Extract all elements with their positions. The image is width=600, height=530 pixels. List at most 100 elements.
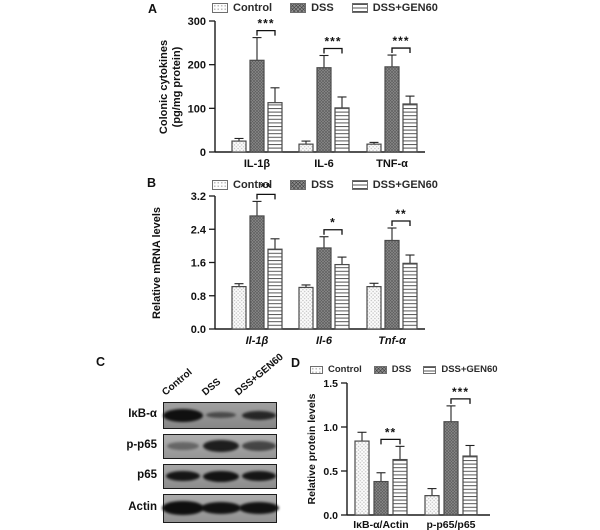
panel-b-letter: B [147,176,157,190]
bar-Control-IκB-α/Actin [354,440,370,516]
legend-panel-b: Control DSS DSS+GEN60 [212,179,438,191]
legend-swatch-crosshatch-icon [290,3,307,13]
legend-item: Control [212,2,272,14]
blot-image-IκB-α [163,402,277,429]
panel-d-chart: 0.0 0.5 1.0 1.5 Relative protein levels IκB-α… [300,352,600,530]
protein-band [242,441,276,451]
category-label: Il-1β [246,335,269,347]
panel-a-chart: 0 100 200 300 Colonic cytokines (pg/mg protei… [140,0,485,170]
protein-band [201,502,241,514]
significance-stars: *** [392,34,409,48]
protein-band [162,501,204,515]
legend-item: DSS [290,179,334,191]
category-label: IκB-α/Actin [353,519,408,530]
legend-label: DSS [311,2,334,14]
legend-label: DSS [311,179,334,191]
chart-svg-b: 0.0 0.8 1.6 2.4 3.2 Relative mRNA levels Il-1β… [151,180,425,347]
bar-DSS+GEN60-Tnf-α [402,262,418,330]
y-tick-label: 2.4 [191,224,207,236]
legend-panel-d: Control DSS DSS+GEN60 [310,364,498,375]
y-axis-title: Relative mRNA levels [151,207,163,319]
bar-DSS-Il-6 [316,247,332,330]
legend-swatch-dots-icon [310,365,323,374]
legend-item: Control [310,364,362,375]
legend-label: Control [233,2,273,14]
legend-swatch-dots-icon [212,3,228,13]
legend-item: DSS+GEN60 [351,179,438,191]
y-tick-label: 3.2 [191,191,206,203]
blot-row-label: p-p65 [126,438,157,451]
legend-item: DSS+GEN60 [351,2,438,14]
significance-stars: *** [452,385,469,399]
bar-DSS-Il-1β [249,215,265,330]
significance-stars: *** [324,34,341,48]
blot-image-Actin [162,494,279,523]
legend-item: Control [212,179,272,191]
significance-bracket [256,193,276,200]
significance-stars: *** [257,17,274,31]
blot-image-p65 [163,464,277,489]
y-axis-title: Relative protein levels [306,393,318,504]
legend-label: DSS+GEN60 [441,364,498,375]
legend-label: DSS+GEN60 [372,179,438,191]
legend-swatch-hlines-icon [351,3,368,13]
bar-Control-IL-6 [298,143,314,153]
y-tick-label: 1.5 [323,378,338,390]
legend-label: DSS [391,364,412,375]
bar-DSS+GEN60-IL-1β [267,102,283,153]
bar-DSS-IL-1β [249,59,265,153]
chart-svg-a: 0 100 200 300 Colonic cytokines (pg/mg protei… [158,16,425,170]
category-label: p-p65/p65 [426,519,475,530]
legend-item: DSS [373,364,412,375]
y-tick-label: 1.6 [191,258,206,270]
y-tick-label: 1.0 [323,422,338,434]
blot-image-p-p65 [163,434,277,459]
bar-Control-Tnf-α [366,286,382,330]
significance-bracket [450,398,471,404]
bar-DSS+GEN60-Il-1β [267,248,283,330]
legend-item: DSS [290,2,334,14]
significance-bracket [391,47,411,54]
bar-Control-Il-1β [231,286,247,330]
significance-bracket [391,220,411,227]
blot-row-label: Actin [128,500,157,513]
category-label: TNF-α [376,158,408,170]
bar-DSS-IκB-α/Actin [373,480,389,516]
panel-d-letter: D [291,356,301,370]
y-tick-label: 0.0 [323,510,338,522]
y-tick-label: 0.8 [191,291,206,303]
bar-DSS+GEN60-Il-6 [334,263,350,330]
bar-DSS-IL-6 [316,67,332,153]
y-tick-label: 100 [188,103,206,115]
bar-Control-IL-1β [231,140,247,153]
blot-row-label: IκB-α [128,407,157,420]
panel-b-chart: 0.0 0.8 1.6 2.4 3.2 Relative mRNA levels Il-1β… [140,170,485,350]
significance-bracket [323,229,343,235]
protein-band [203,470,239,482]
protein-band [167,442,199,450]
legend-label: Control [233,179,273,191]
legend-item: DSS+GEN60 [423,364,498,375]
panel-a-letter: A [148,2,158,16]
legend-swatch-hlines-icon [423,365,437,374]
y-tick-label: 0 [200,147,206,159]
protein-band [203,440,239,452]
bar-DSS+GEN60-IκB-α/Actin [392,458,408,516]
panel-c-blots: Control DSS DSS+GEN60 IκB-α p-p65 p65 Actin [95,350,305,530]
protein-band [239,502,279,514]
bar-Control-p-p65/p65 [424,495,440,516]
protein-band [163,408,203,422]
chart-svg-d: 0.0 0.5 1.0 1.5 Relative protein levels IκB-α… [306,378,490,530]
legend-panel-a: Control DSS DSS+GEN60 [212,2,438,14]
y-tick-label: 0.5 [323,466,338,478]
legend-swatch-hlines-icon [351,180,368,190]
significance-stars: ** [395,207,406,221]
legend-swatch-crosshatch-icon [290,180,307,190]
protein-band [206,412,236,418]
y-axis-title: (pg/mg protein) [171,46,183,127]
bar-DSS+GEN60-IL-6 [334,107,350,153]
significance-stars: ** [385,425,396,439]
legend-label: Control [328,364,362,375]
bar-DSS-TNF-α [384,66,400,153]
